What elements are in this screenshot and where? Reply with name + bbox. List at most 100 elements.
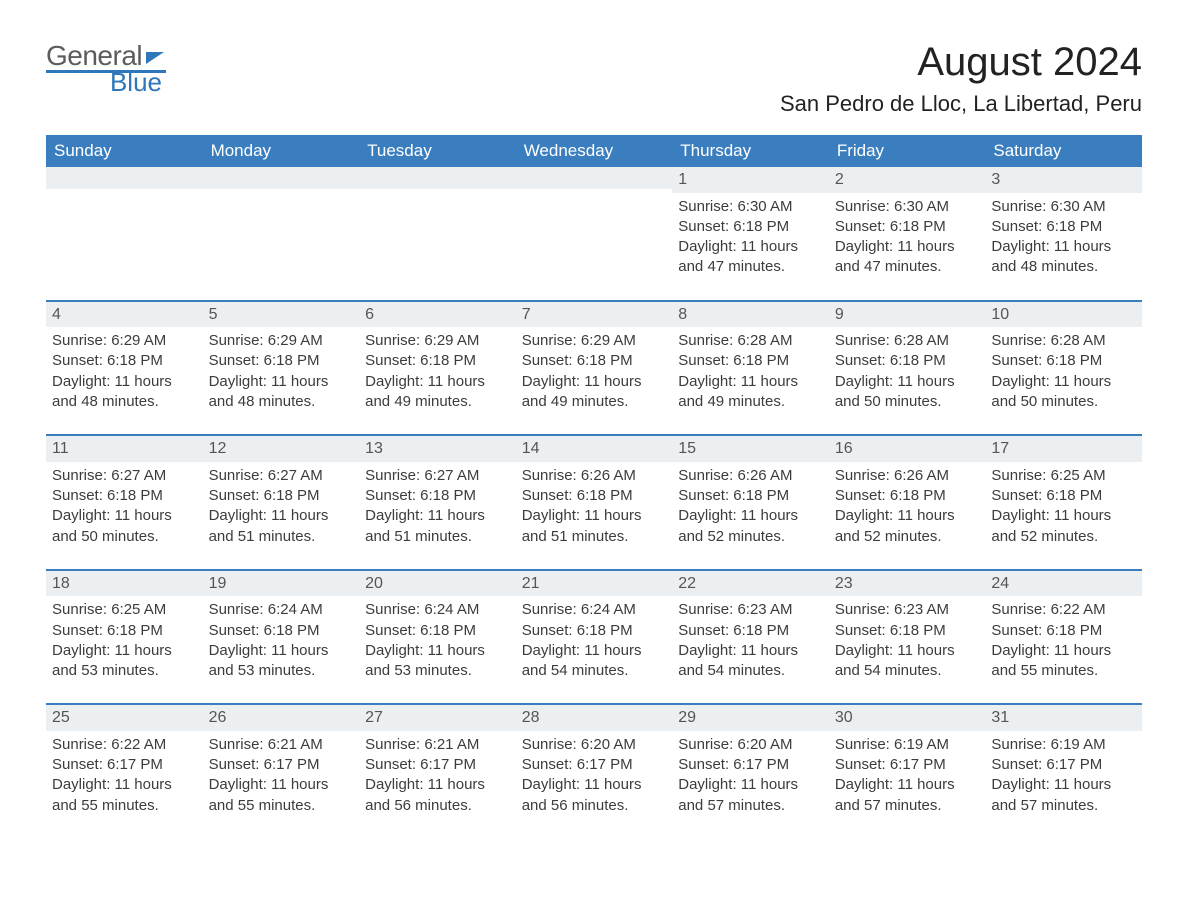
- calendar-cell: 13 Sunrise: 6:27 AMSunset: 6:18 PMDayligh…: [359, 435, 516, 570]
- day-number: 1: [672, 167, 829, 193]
- calendar-cell: 9 Sunrise: 6:28 AMSunset: 6:18 PMDaylight…: [829, 301, 986, 436]
- day-number: 11: [46, 436, 203, 462]
- day-number: 20: [359, 571, 516, 597]
- calendar-cell: 19 Sunrise: 6:24 AMSunset: 6:18 PMDayligh…: [203, 570, 360, 705]
- day-number: 10: [985, 302, 1142, 328]
- month-title: August 2024: [780, 40, 1142, 85]
- calendar-cell: 31 Sunrise: 6:19 AMSunset: 6:17 PMDayligh…: [985, 704, 1142, 838]
- day-number: 6: [359, 302, 516, 328]
- weekday-header: Wednesday: [516, 135, 673, 167]
- day-number: 23: [829, 571, 986, 597]
- calendar-cell: [46, 167, 203, 301]
- day-number-bar: [516, 167, 673, 189]
- day-details: Sunrise: 6:21 AMSunset: 6:17 PMDaylight:…: [365, 735, 510, 816]
- day-number: 31: [985, 705, 1142, 731]
- day-number: 27: [359, 705, 516, 731]
- day-number: 30: [829, 705, 986, 731]
- calendar-cell: 12 Sunrise: 6:27 AMSunset: 6:18 PMDayligh…: [203, 435, 360, 570]
- calendar-cell: 1 Sunrise: 6:30 AMSunset: 6:18 PMDaylight…: [672, 167, 829, 301]
- day-number: 29: [672, 705, 829, 731]
- calendar-cell: 8 Sunrise: 6:28 AMSunset: 6:18 PMDaylight…: [672, 301, 829, 436]
- day-details: Sunrise: 6:26 AMSunset: 6:18 PMDaylight:…: [678, 466, 823, 547]
- day-details: Sunrise: 6:20 AMSunset: 6:17 PMDaylight:…: [522, 735, 667, 816]
- day-details: Sunrise: 6:26 AMSunset: 6:18 PMDaylight:…: [522, 466, 667, 547]
- day-details: Sunrise: 6:24 AMSunset: 6:18 PMDaylight:…: [209, 600, 354, 681]
- calendar-cell: [516, 167, 673, 301]
- day-details: Sunrise: 6:27 AMSunset: 6:18 PMDaylight:…: [209, 466, 354, 547]
- calendar-cell: 27 Sunrise: 6:21 AMSunset: 6:17 PMDayligh…: [359, 704, 516, 838]
- day-number: 19: [203, 571, 360, 597]
- day-details: Sunrise: 6:19 AMSunset: 6:17 PMDaylight:…: [991, 735, 1136, 816]
- day-number: 5: [203, 302, 360, 328]
- day-details: Sunrise: 6:19 AMSunset: 6:17 PMDaylight:…: [835, 735, 980, 816]
- calendar-cell: 10 Sunrise: 6:28 AMSunset: 6:18 PMDayligh…: [985, 301, 1142, 436]
- calendar-cell: 20 Sunrise: 6:24 AMSunset: 6:18 PMDayligh…: [359, 570, 516, 705]
- calendar-cell: 28 Sunrise: 6:20 AMSunset: 6:17 PMDayligh…: [516, 704, 673, 838]
- calendar-body: 1 Sunrise: 6:30 AMSunset: 6:18 PMDaylight…: [46, 167, 1142, 838]
- calendar-cell: 21Sunrise: 6:24 AMSunset: 6:18 PMDayligh…: [516, 570, 673, 705]
- day-details: Sunrise: 6:29 AMSunset: 6:18 PMDaylight:…: [365, 331, 510, 412]
- day-number: 3: [985, 167, 1142, 193]
- day-number: 4: [46, 302, 203, 328]
- weekday-header: Tuesday: [359, 135, 516, 167]
- day-number: 7: [516, 302, 673, 328]
- weekday-header: Monday: [203, 135, 360, 167]
- day-number: 26: [203, 705, 360, 731]
- day-details: Sunrise: 6:28 AMSunset: 6:18 PMDaylight:…: [678, 331, 823, 412]
- day-details: Sunrise: 6:28 AMSunset: 6:18 PMDaylight:…: [835, 331, 980, 412]
- day-details: Sunrise: 6:23 AMSunset: 6:18 PMDaylight:…: [835, 600, 980, 681]
- day-details: Sunrise: 6:24 AMSunset: 6:18 PMDaylight:…: [365, 600, 510, 681]
- day-details: Sunrise: 6:30 AMSunset: 6:18 PMDaylight:…: [678, 197, 823, 278]
- calendar-cell: 6 Sunrise: 6:29 AMSunset: 6:18 PMDaylight…: [359, 301, 516, 436]
- calendar-table: SundayMondayTuesdayWednesdayThursdayFrid…: [46, 135, 1142, 838]
- calendar-cell: 26Sunrise: 6:21 AMSunset: 6:17 PMDayligh…: [203, 704, 360, 838]
- day-details: Sunrise: 6:28 AMSunset: 6:18 PMDaylight:…: [991, 331, 1136, 412]
- calendar-cell: 29Sunrise: 6:20 AMSunset: 6:17 PMDayligh…: [672, 704, 829, 838]
- calendar-cell: [203, 167, 360, 301]
- day-number: 14: [516, 436, 673, 462]
- day-details: Sunrise: 6:25 AMSunset: 6:18 PMDaylight:…: [52, 600, 197, 681]
- calendar-cell: 16Sunrise: 6:26 AMSunset: 6:18 PMDayligh…: [829, 435, 986, 570]
- day-details: Sunrise: 6:29 AMSunset: 6:18 PMDaylight:…: [522, 331, 667, 412]
- weekday-header: Sunday: [46, 135, 203, 167]
- day-details: Sunrise: 6:27 AMSunset: 6:18 PMDaylight:…: [365, 466, 510, 547]
- day-details: Sunrise: 6:27 AMSunset: 6:18 PMDaylight:…: [52, 466, 197, 547]
- day-details: Sunrise: 6:26 AMSunset: 6:18 PMDaylight:…: [835, 466, 980, 547]
- day-number-bar: [359, 167, 516, 189]
- day-number: 17: [985, 436, 1142, 462]
- day-details: Sunrise: 6:23 AMSunset: 6:18 PMDaylight:…: [678, 600, 823, 681]
- calendar-cell: 14 Sunrise: 6:26 AMSunset: 6:18 PMDayligh…: [516, 435, 673, 570]
- logo-flag-icon: [146, 52, 164, 64]
- calendar-cell: 15 Sunrise: 6:26 AMSunset: 6:18 PMDayligh…: [672, 435, 829, 570]
- day-details: Sunrise: 6:24 AMSunset: 6:18 PMDaylight:…: [522, 600, 667, 681]
- calendar-cell: 7 Sunrise: 6:29 AMSunset: 6:18 PMDaylight…: [516, 301, 673, 436]
- page-header: General Blue August 2024 San Pedro de Ll…: [46, 40, 1142, 117]
- day-number: 18: [46, 571, 203, 597]
- day-details: Sunrise: 6:22 AMSunset: 6:17 PMDaylight:…: [52, 735, 197, 816]
- day-number: 13: [359, 436, 516, 462]
- calendar-cell: 2Sunrise: 6:30 AMSunset: 6:18 PMDaylight…: [829, 167, 986, 301]
- calendar-cell: [359, 167, 516, 301]
- day-number: 24: [985, 571, 1142, 597]
- day-details: Sunrise: 6:30 AMSunset: 6:18 PMDaylight:…: [991, 197, 1136, 278]
- day-number: 15: [672, 436, 829, 462]
- day-number: 8: [672, 302, 829, 328]
- day-number: 22: [672, 571, 829, 597]
- calendar-cell: 5 Sunrise: 6:29 AMSunset: 6:18 PMDaylight…: [203, 301, 360, 436]
- logo: General Blue: [46, 40, 166, 98]
- title-block: August 2024 San Pedro de Lloc, La Libert…: [780, 40, 1142, 117]
- logo-text-blue: Blue: [46, 67, 162, 98]
- calendar-cell: 4 Sunrise: 6:29 AMSunset: 6:18 PMDaylight…: [46, 301, 203, 436]
- day-number: 28: [516, 705, 673, 731]
- day-details: Sunrise: 6:22 AMSunset: 6:18 PMDaylight:…: [991, 600, 1136, 681]
- weekday-header: Thursday: [672, 135, 829, 167]
- calendar-cell: 22 Sunrise: 6:23 AMSunset: 6:18 PMDayligh…: [672, 570, 829, 705]
- day-number: 9: [829, 302, 986, 328]
- day-number: 25: [46, 705, 203, 731]
- day-number: 12: [203, 436, 360, 462]
- weekday-header: Saturday: [985, 135, 1142, 167]
- day-details: Sunrise: 6:29 AMSunset: 6:18 PMDaylight:…: [52, 331, 197, 412]
- day-details: Sunrise: 6:29 AMSunset: 6:18 PMDaylight:…: [209, 331, 354, 412]
- calendar-cell: 17Sunrise: 6:25 AMSunset: 6:18 PMDayligh…: [985, 435, 1142, 570]
- calendar-cell: 3 Sunrise: 6:30 AMSunset: 6:18 PMDaylight…: [985, 167, 1142, 301]
